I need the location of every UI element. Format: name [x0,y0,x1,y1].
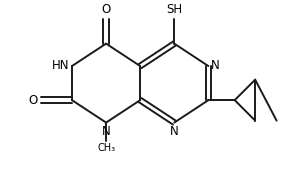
Text: N: N [211,59,220,72]
Text: O: O [29,94,38,107]
Text: SH: SH [166,3,182,16]
Text: CH₃: CH₃ [97,143,115,153]
Text: HN: HN [51,59,69,72]
Text: N: N [170,124,179,137]
Text: N: N [102,124,111,137]
Text: O: O [101,3,111,16]
